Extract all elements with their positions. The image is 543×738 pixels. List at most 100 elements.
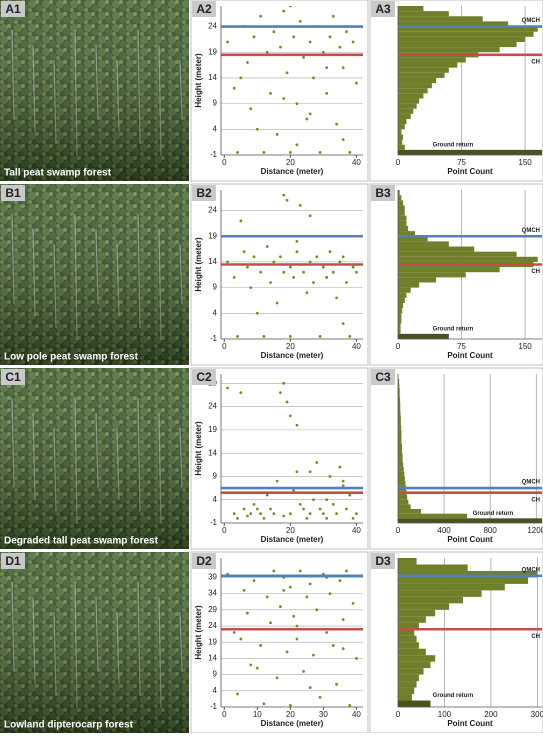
bar bbox=[398, 675, 419, 681]
point bbox=[338, 46, 341, 49]
bar bbox=[398, 83, 432, 88]
bar bbox=[398, 476, 405, 481]
bar bbox=[398, 93, 423, 98]
point bbox=[282, 589, 285, 592]
photo-caption: Degraded tall peat swamp forest bbox=[4, 536, 159, 547]
reference-label: CH bbox=[531, 269, 540, 275]
reference-label: QMCH bbox=[522, 228, 540, 234]
bar bbox=[398, 37, 525, 42]
point bbox=[329, 250, 332, 253]
ground-label: Ground return bbox=[473, 511, 514, 517]
point bbox=[289, 512, 292, 515]
bar bbox=[398, 504, 411, 509]
panel-label: A3 bbox=[375, 2, 391, 16]
point bbox=[342, 66, 345, 69]
point bbox=[348, 704, 351, 707]
point bbox=[239, 77, 242, 80]
bar bbox=[398, 216, 406, 221]
y-tick-label: 29 bbox=[208, 605, 217, 614]
point bbox=[236, 335, 239, 338]
point bbox=[299, 503, 302, 506]
bar bbox=[398, 462, 403, 467]
point bbox=[329, 475, 332, 478]
point bbox=[296, 625, 299, 628]
bar bbox=[398, 226, 408, 231]
bar bbox=[398, 662, 431, 668]
point bbox=[266, 595, 269, 598]
bar bbox=[398, 668, 424, 674]
point bbox=[259, 15, 262, 18]
bar bbox=[398, 308, 402, 313]
point bbox=[322, 51, 325, 54]
point bbox=[302, 56, 305, 59]
bar bbox=[398, 114, 411, 119]
bar bbox=[398, 129, 401, 134]
point bbox=[276, 676, 279, 679]
y-tick-label: 19 bbox=[208, 425, 217, 434]
point bbox=[309, 214, 312, 217]
bar bbox=[398, 467, 404, 472]
point bbox=[279, 391, 282, 394]
x-tick-label: 0 bbox=[396, 158, 401, 167]
point bbox=[236, 151, 239, 154]
point bbox=[249, 663, 252, 666]
point bbox=[355, 82, 358, 85]
bar bbox=[398, 68, 449, 73]
point bbox=[253, 255, 256, 258]
bar bbox=[398, 564, 468, 570]
bar bbox=[398, 298, 405, 303]
x-axis-label: Distance (meter) bbox=[261, 719, 324, 728]
photo-caption: Low pole peat swamp forest bbox=[4, 352, 139, 363]
point bbox=[246, 266, 249, 269]
point bbox=[279, 46, 282, 49]
bar bbox=[398, 16, 483, 21]
point bbox=[338, 261, 341, 264]
point bbox=[325, 92, 328, 95]
bar bbox=[398, 649, 426, 655]
point bbox=[332, 644, 335, 647]
bar bbox=[398, 610, 435, 616]
x-axis-label: Distance (meter) bbox=[261, 351, 324, 360]
bar bbox=[398, 694, 412, 700]
point bbox=[299, 570, 302, 573]
point bbox=[309, 583, 312, 586]
bar bbox=[398, 481, 405, 486]
x-tick-label: 0 bbox=[222, 342, 227, 351]
point bbox=[259, 512, 262, 515]
bar bbox=[398, 211, 405, 216]
panel-label: A2 bbox=[196, 2, 212, 16]
x-axis-label: Distance (meter) bbox=[261, 535, 324, 544]
point bbox=[319, 696, 322, 699]
bar bbox=[398, 439, 401, 444]
panel-frame bbox=[191, 368, 368, 549]
bar bbox=[398, 195, 401, 200]
x-axis-label: Point Count bbox=[447, 351, 493, 360]
x-tick-label: 30 bbox=[319, 710, 328, 719]
panel-label: B3 bbox=[375, 186, 391, 200]
point bbox=[312, 281, 315, 284]
y-tick-label: 34 bbox=[208, 589, 217, 598]
point bbox=[266, 494, 269, 497]
reference-label: CH bbox=[531, 634, 540, 640]
point bbox=[292, 276, 295, 279]
point bbox=[282, 382, 285, 385]
point bbox=[345, 508, 348, 511]
bar bbox=[398, 241, 449, 246]
ground-label: Ground return bbox=[433, 142, 474, 148]
bar bbox=[398, 252, 517, 257]
point bbox=[282, 10, 285, 13]
bar bbox=[398, 435, 401, 440]
x-tick-label: 40 bbox=[352, 158, 361, 167]
x-tick-label: 10 bbox=[253, 710, 262, 719]
point bbox=[282, 97, 285, 100]
panel-label: D3 bbox=[375, 554, 391, 568]
point bbox=[292, 35, 295, 38]
point bbox=[325, 66, 328, 69]
point bbox=[342, 480, 345, 483]
x-tick-label: 40 bbox=[352, 710, 361, 719]
reference-label: QMCH bbox=[522, 480, 540, 486]
panel-label: B1 bbox=[5, 186, 21, 200]
point bbox=[272, 261, 275, 264]
y-axis-label: Height (meter) bbox=[194, 237, 203, 292]
point bbox=[348, 335, 351, 338]
